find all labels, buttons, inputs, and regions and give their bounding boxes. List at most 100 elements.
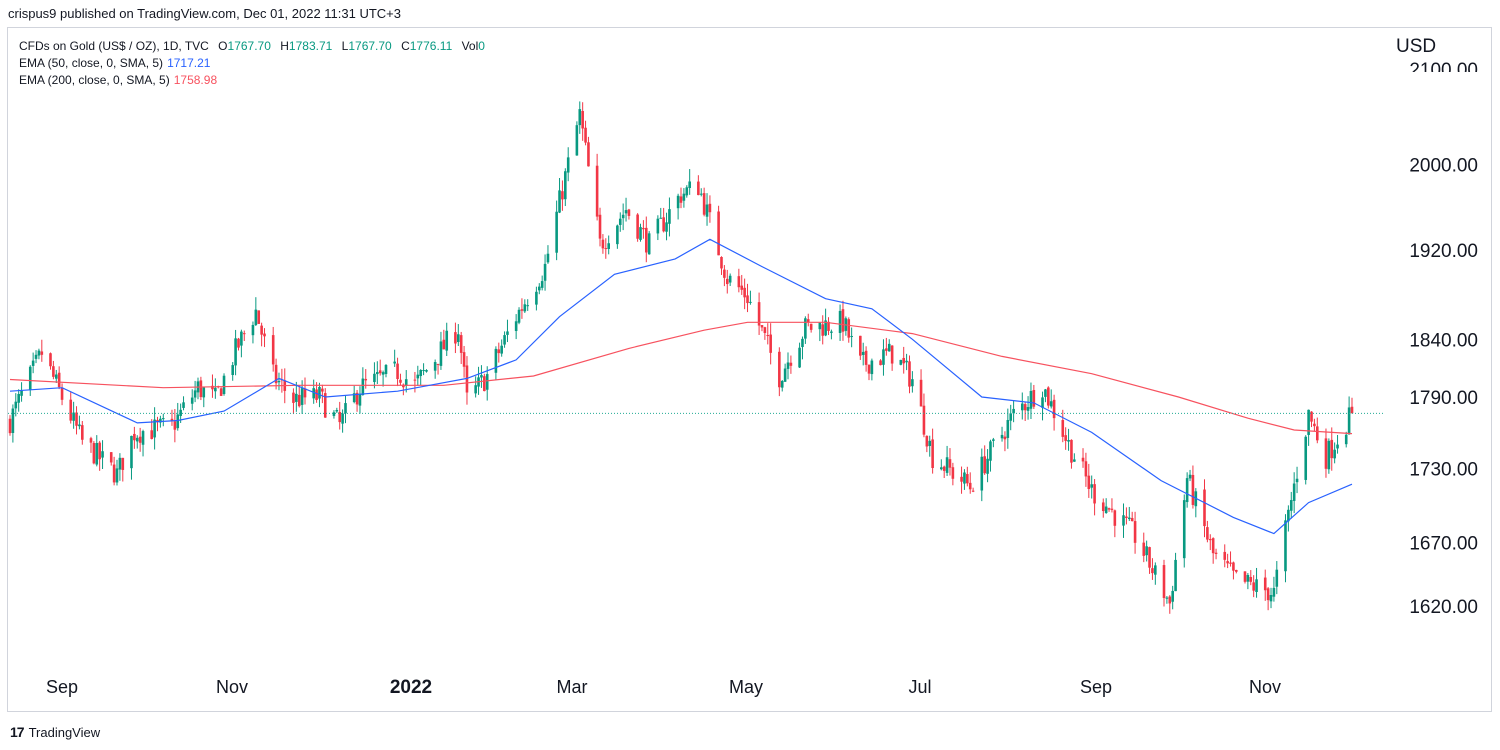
- volume-key: Vol: [461, 39, 479, 53]
- candle: [219, 387, 223, 397]
- candle: [474, 376, 477, 398]
- symbol-label[interactable]: CFDs on Gold (US$ / OZ), 1D, TVC: [19, 39, 209, 53]
- candle: [911, 371, 914, 393]
- candle: [60, 383, 64, 406]
- candle: [598, 207, 602, 247]
- candle-body: [1084, 461, 1088, 477]
- candle-body: [520, 309, 524, 311]
- candle-body: [647, 233, 651, 255]
- candle: [948, 448, 952, 476]
- candle-body: [720, 256, 723, 269]
- candle-body: [321, 388, 324, 392]
- candle: [1087, 463, 1091, 498]
- candle: [52, 360, 55, 380]
- chart-frame[interactable]: [7, 27, 1492, 712]
- candle: [618, 212, 622, 232]
- candle-body: [824, 320, 827, 336]
- candle: [566, 147, 570, 182]
- high-key: H: [280, 39, 289, 53]
- candle-body: [1182, 500, 1186, 559]
- candle-body: [809, 323, 813, 330]
- candle-body: [133, 433, 136, 441]
- candle: [844, 316, 848, 336]
- candle: [1148, 546, 1151, 574]
- candle-body: [908, 361, 911, 387]
- candle: [40, 339, 44, 362]
- candle: [1344, 431, 1348, 448]
- legend-ema50-row[interactable]: EMA (50, close, 0, SMA, 5) 1717.21: [19, 55, 485, 72]
- tradingview-logo[interactable]: 17 TradingView: [10, 724, 100, 740]
- candle: [199, 376, 203, 401]
- candle: [361, 367, 365, 396]
- candle: [69, 392, 73, 424]
- candle-body: [323, 393, 327, 418]
- ema200-line: [9, 321, 1353, 435]
- candle: [1272, 576, 1276, 602]
- candle-body: [517, 309, 521, 323]
- currency-label[interactable]: USD: [1396, 36, 1437, 57]
- candle: [433, 359, 437, 379]
- candle-body: [1289, 500, 1293, 511]
- candle-body: [601, 239, 605, 249]
- candle-body: [445, 330, 449, 351]
- candle-body: [98, 442, 101, 460]
- candle: [725, 269, 729, 294]
- candle: [1214, 548, 1218, 560]
- candle: [647, 231, 651, 255]
- candle-body: [1243, 571, 1247, 582]
- time-tick-label: 2022: [390, 677, 432, 698]
- candle: [81, 421, 84, 445]
- price-tick-label: 1920.00: [1409, 241, 1478, 262]
- volume-value: 0: [478, 39, 485, 53]
- candle-body: [778, 351, 781, 388]
- candle-body: [945, 457, 949, 473]
- candle: [1049, 389, 1053, 409]
- candle: [624, 197, 628, 222]
- candle: [887, 339, 891, 352]
- candle-body: [480, 375, 483, 378]
- candle-body: [841, 309, 845, 332]
- candle: [1020, 392, 1024, 420]
- candle: [960, 466, 963, 494]
- candle-body: [902, 357, 906, 364]
- candle: [211, 374, 214, 398]
- candle: [1061, 409, 1065, 443]
- candle: [578, 101, 582, 134]
- candle-body: [34, 354, 38, 359]
- candle-body: [274, 364, 278, 384]
- candle-body: [928, 440, 932, 446]
- candle-body: [1064, 435, 1067, 441]
- candle-body: [616, 225, 619, 245]
- candle-body: [960, 476, 963, 482]
- legend-ema200-row[interactable]: EMA (200, close, 0, SMA, 5) 1758.98: [19, 72, 485, 89]
- candle: [830, 329, 833, 340]
- candle-body: [1330, 439, 1334, 459]
- candle: [769, 323, 772, 365]
- candle: [607, 235, 610, 255]
- candle: [11, 404, 15, 443]
- candle: [75, 406, 78, 435]
- candle: [135, 435, 139, 449]
- candle: [54, 369, 58, 384]
- candle: [161, 413, 165, 427]
- candle: [702, 187, 706, 217]
- candle-body: [60, 387, 64, 400]
- candle: [564, 168, 567, 207]
- candle-body: [1148, 547, 1151, 568]
- candle: [682, 188, 686, 208]
- candle-body: [1026, 407, 1030, 411]
- candle-body: [170, 418, 174, 421]
- candle: [867, 364, 871, 381]
- candle: [780, 380, 784, 392]
- candle-body: [1284, 520, 1287, 572]
- candle-body: [1203, 489, 1206, 527]
- candle: [321, 384, 324, 404]
- price-tick-label-partial: 2100.00: [1409, 60, 1478, 81]
- candle-body: [668, 209, 671, 224]
- time-tick-label: May: [729, 677, 763, 697]
- candle: [1084, 452, 1088, 487]
- candle-body: [37, 350, 41, 356]
- candle: [376, 361, 379, 385]
- candle-body: [963, 472, 966, 484]
